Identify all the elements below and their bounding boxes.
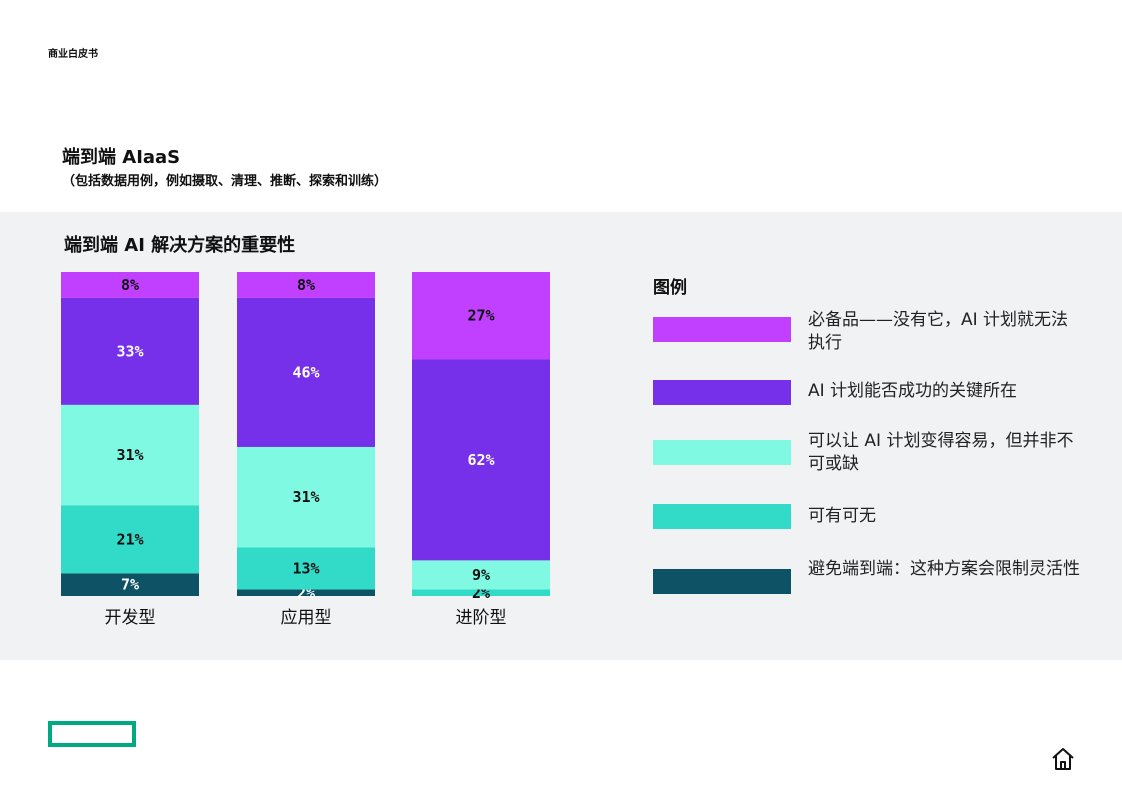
legend-swatch (653, 380, 791, 405)
brand-logo (48, 721, 136, 747)
data-label: 31% (116, 446, 143, 464)
legend-label: 可有可无 (808, 506, 876, 526)
home-icon[interactable] (1049, 745, 1077, 773)
bar-segment (237, 297, 375, 447)
data-label: 7% (121, 576, 139, 594)
bar-segment (237, 589, 375, 596)
legend-label: 必备品——没有它，AI 计划就无法执行 (808, 310, 1069, 353)
chart-title: 端到端 AI 解决方案的重要性 (64, 235, 296, 256)
data-label: 62% (467, 451, 494, 469)
data-label: 13% (292, 559, 319, 577)
data-label: 9% (472, 566, 490, 584)
data-label: 8% (297, 276, 315, 294)
data-label: 33% (116, 342, 143, 360)
bar-segment (61, 297, 199, 405)
data-label: 8% (121, 276, 139, 294)
bar-segment (61, 404, 199, 506)
legend-label: 可以让 AI 计划变得容易，但并非不可或缺 (808, 431, 1074, 474)
stacked-bar-chart: 7%21%31%33%8%开发型2%13%31%46%8%应用型2%9%62%2… (61, 272, 550, 628)
legend-swatch (653, 440, 791, 465)
document-type-label: 商业白皮书 (48, 49, 98, 60)
bar-segment (61, 573, 199, 596)
data-label: 46% (292, 363, 319, 381)
data-label: 31% (292, 488, 319, 506)
category-label: 应用型 (281, 608, 332, 628)
data-label: 21% (116, 530, 143, 548)
bar-segment (61, 505, 199, 574)
bar-segment (412, 359, 550, 561)
bar-segment (237, 446, 375, 548)
legend-title: 图例 (653, 278, 687, 298)
bar-segment (412, 589, 550, 596)
legend-swatch (653, 504, 791, 529)
section-subtitle: （包括数据用例，例如摄取、清理、推断、探索和训练） (62, 174, 388, 189)
bar-segment (412, 272, 550, 360)
legend-label: AI 计划能否成功的关键所在 (808, 381, 1018, 401)
section-title: 端到端 AIaaS (62, 147, 181, 168)
bar-segment (237, 547, 375, 590)
legend-label: 避免端到端：这种方案会限制灵活性 (808, 559, 1080, 579)
bar-segment (237, 272, 375, 298)
bar-segment (412, 560, 550, 590)
category-label: 开发型 (105, 608, 156, 628)
data-label: 27% (467, 307, 494, 325)
legend-swatch (653, 569, 791, 594)
legend-swatch (653, 317, 791, 342)
category-label: 进阶型 (456, 608, 507, 628)
bar-segment (61, 272, 199, 298)
